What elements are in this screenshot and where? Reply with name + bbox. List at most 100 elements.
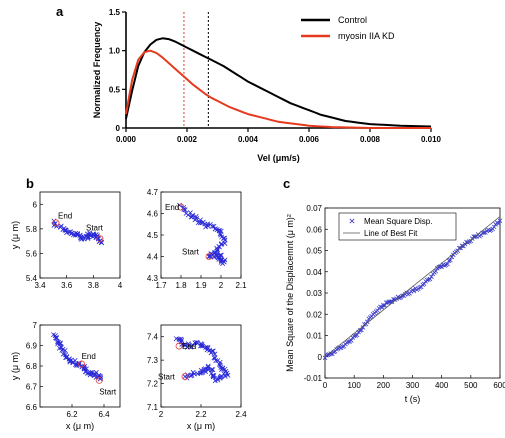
start-marker: [96, 235, 104, 243]
y-axis-label: Mean Square of the Displacemnt (μ m)²: [285, 214, 295, 372]
x-tick-label: 1.7: [155, 281, 167, 290]
x-tick-label: 0.006: [299, 135, 320, 144]
trajectory-point: [221, 259, 227, 265]
end-marker: [52, 219, 60, 227]
x-axis-label: t (s): [405, 394, 421, 404]
data-point: [421, 281, 427, 287]
end-label: End: [58, 212, 72, 221]
trajectory-point: [199, 220, 205, 226]
trajectory-point: [62, 227, 68, 233]
chart-b4: 2 2.2 2.4 7.1 7.2 7.3 7.4 End Start x (μ m): [147, 324, 247, 431]
trajectory-point: [62, 347, 68, 353]
data-point: [378, 304, 383, 310]
x-tick-label: 400: [435, 381, 449, 390]
x-tick-label: 6.2: [66, 410, 78, 419]
y-tick-label: 0.04: [306, 268, 322, 277]
data-point: [411, 288, 417, 294]
x-tick-label: 0.004: [238, 135, 259, 144]
y-tick-label: 6.8: [26, 362, 38, 371]
trajectory-point: [199, 343, 205, 349]
trajectory-point: [217, 231, 223, 237]
data-point: [491, 224, 497, 230]
trajectory-point: [93, 374, 99, 380]
y-tick-label: 7.2: [147, 380, 159, 389]
start-marker: [181, 373, 189, 380]
end-label: End: [182, 342, 196, 351]
legend-label: Line of Best Fit: [364, 229, 418, 238]
trajectory-point: [176, 336, 182, 342]
x-tick-label: 0.010: [421, 135, 442, 144]
y-tick-label: 6.9: [26, 342, 38, 351]
chart-b1: 3.4 3.6 3.8 4 5.4 5.6 5.8 6 End Start y (μ m): [10, 191, 123, 290]
y-tick-label: 5.6: [26, 249, 38, 258]
data-point: [429, 274, 434, 280]
y-tick-label: 5.4: [26, 274, 38, 283]
plot-frame: [160, 324, 242, 408]
y-tick-label: 0.06: [306, 225, 322, 234]
data-point: [389, 299, 395, 304]
y-tick-label: 6.6: [26, 403, 38, 412]
trajectory-point: [222, 235, 228, 241]
y-tick-label: 0.07: [306, 204, 322, 213]
trajectory-point: [212, 250, 218, 256]
data-point: [346, 339, 351, 345]
trajectory-point: [185, 341, 191, 347]
x-tick-label: 0.008: [360, 135, 381, 144]
data-point: [433, 268, 439, 274]
plot-frame: [39, 191, 121, 279]
start-marker: [95, 376, 103, 384]
trajectory-point: [206, 254, 212, 259]
x-axis-label: x (μ m): [66, 421, 94, 431]
y-tick-label: 0.02: [306, 310, 322, 319]
trajectory-point: [95, 235, 101, 241]
end-marker: [177, 203, 185, 211]
best-fit-line: [324, 216, 501, 358]
trajectory-point: [205, 364, 211, 370]
trajectory-point: [208, 253, 214, 259]
end-label: End: [82, 352, 96, 361]
y-tick-label: -0.01: [304, 374, 323, 383]
y-tick-label: 1.5: [109, 8, 121, 17]
y-axis-label: Normalized Frequency: [92, 22, 102, 119]
series-line: [125, 49, 431, 129]
x-tick-label: 3.4: [34, 281, 46, 290]
x-tick-label: 2.2: [195, 410, 207, 419]
trajectory-point: [212, 378, 218, 384]
trajectory-point: [194, 216, 200, 222]
x-tick-label: 0.002: [177, 135, 198, 144]
y-tick-label: 7.1: [147, 403, 159, 412]
series-line: [125, 37, 432, 128]
trajectory-point: [201, 366, 207, 372]
y-tick-label: 7.4: [147, 333, 159, 342]
trajectory-point: [53, 335, 59, 341]
start-marker: [205, 253, 213, 260]
x-tick-label: 6.4: [98, 410, 110, 419]
y-tick-label: 4.7: [147, 188, 159, 197]
data-point: [456, 245, 462, 251]
chart-b2: 1.7 1.8 1.9 2 2.1 4.3 4.4 4.5 4.6 4.7 End Start: [147, 188, 247, 290]
x-tick-label: 600: [493, 381, 505, 390]
start-label: Start: [99, 387, 117, 396]
end-marker: [78, 360, 85, 368]
y-tick-label: 7: [33, 321, 38, 330]
start-label: Start: [182, 248, 200, 257]
legend-box: [338, 212, 457, 241]
start-label: Start: [158, 373, 176, 382]
data-point: [496, 221, 501, 226]
x-tick-label: 300: [406, 381, 420, 390]
trajectory-point: [98, 239, 104, 245]
trajectory-point: [200, 343, 206, 349]
x-tick-label: 2: [219, 281, 224, 290]
trajectory-point: [179, 338, 185, 344]
data-point: [341, 343, 347, 349]
start-label: Start: [86, 224, 104, 233]
x-tick-label: 2.1: [235, 281, 247, 290]
data-point: [449, 254, 455, 260]
x-tick-label: 2.4: [235, 410, 247, 419]
y-tick-label: 0: [116, 124, 121, 133]
trajectory-point: [189, 214, 195, 220]
legend-label: Control: [338, 15, 367, 25]
trajectory-point: [218, 256, 224, 262]
data-point: [375, 308, 380, 313]
